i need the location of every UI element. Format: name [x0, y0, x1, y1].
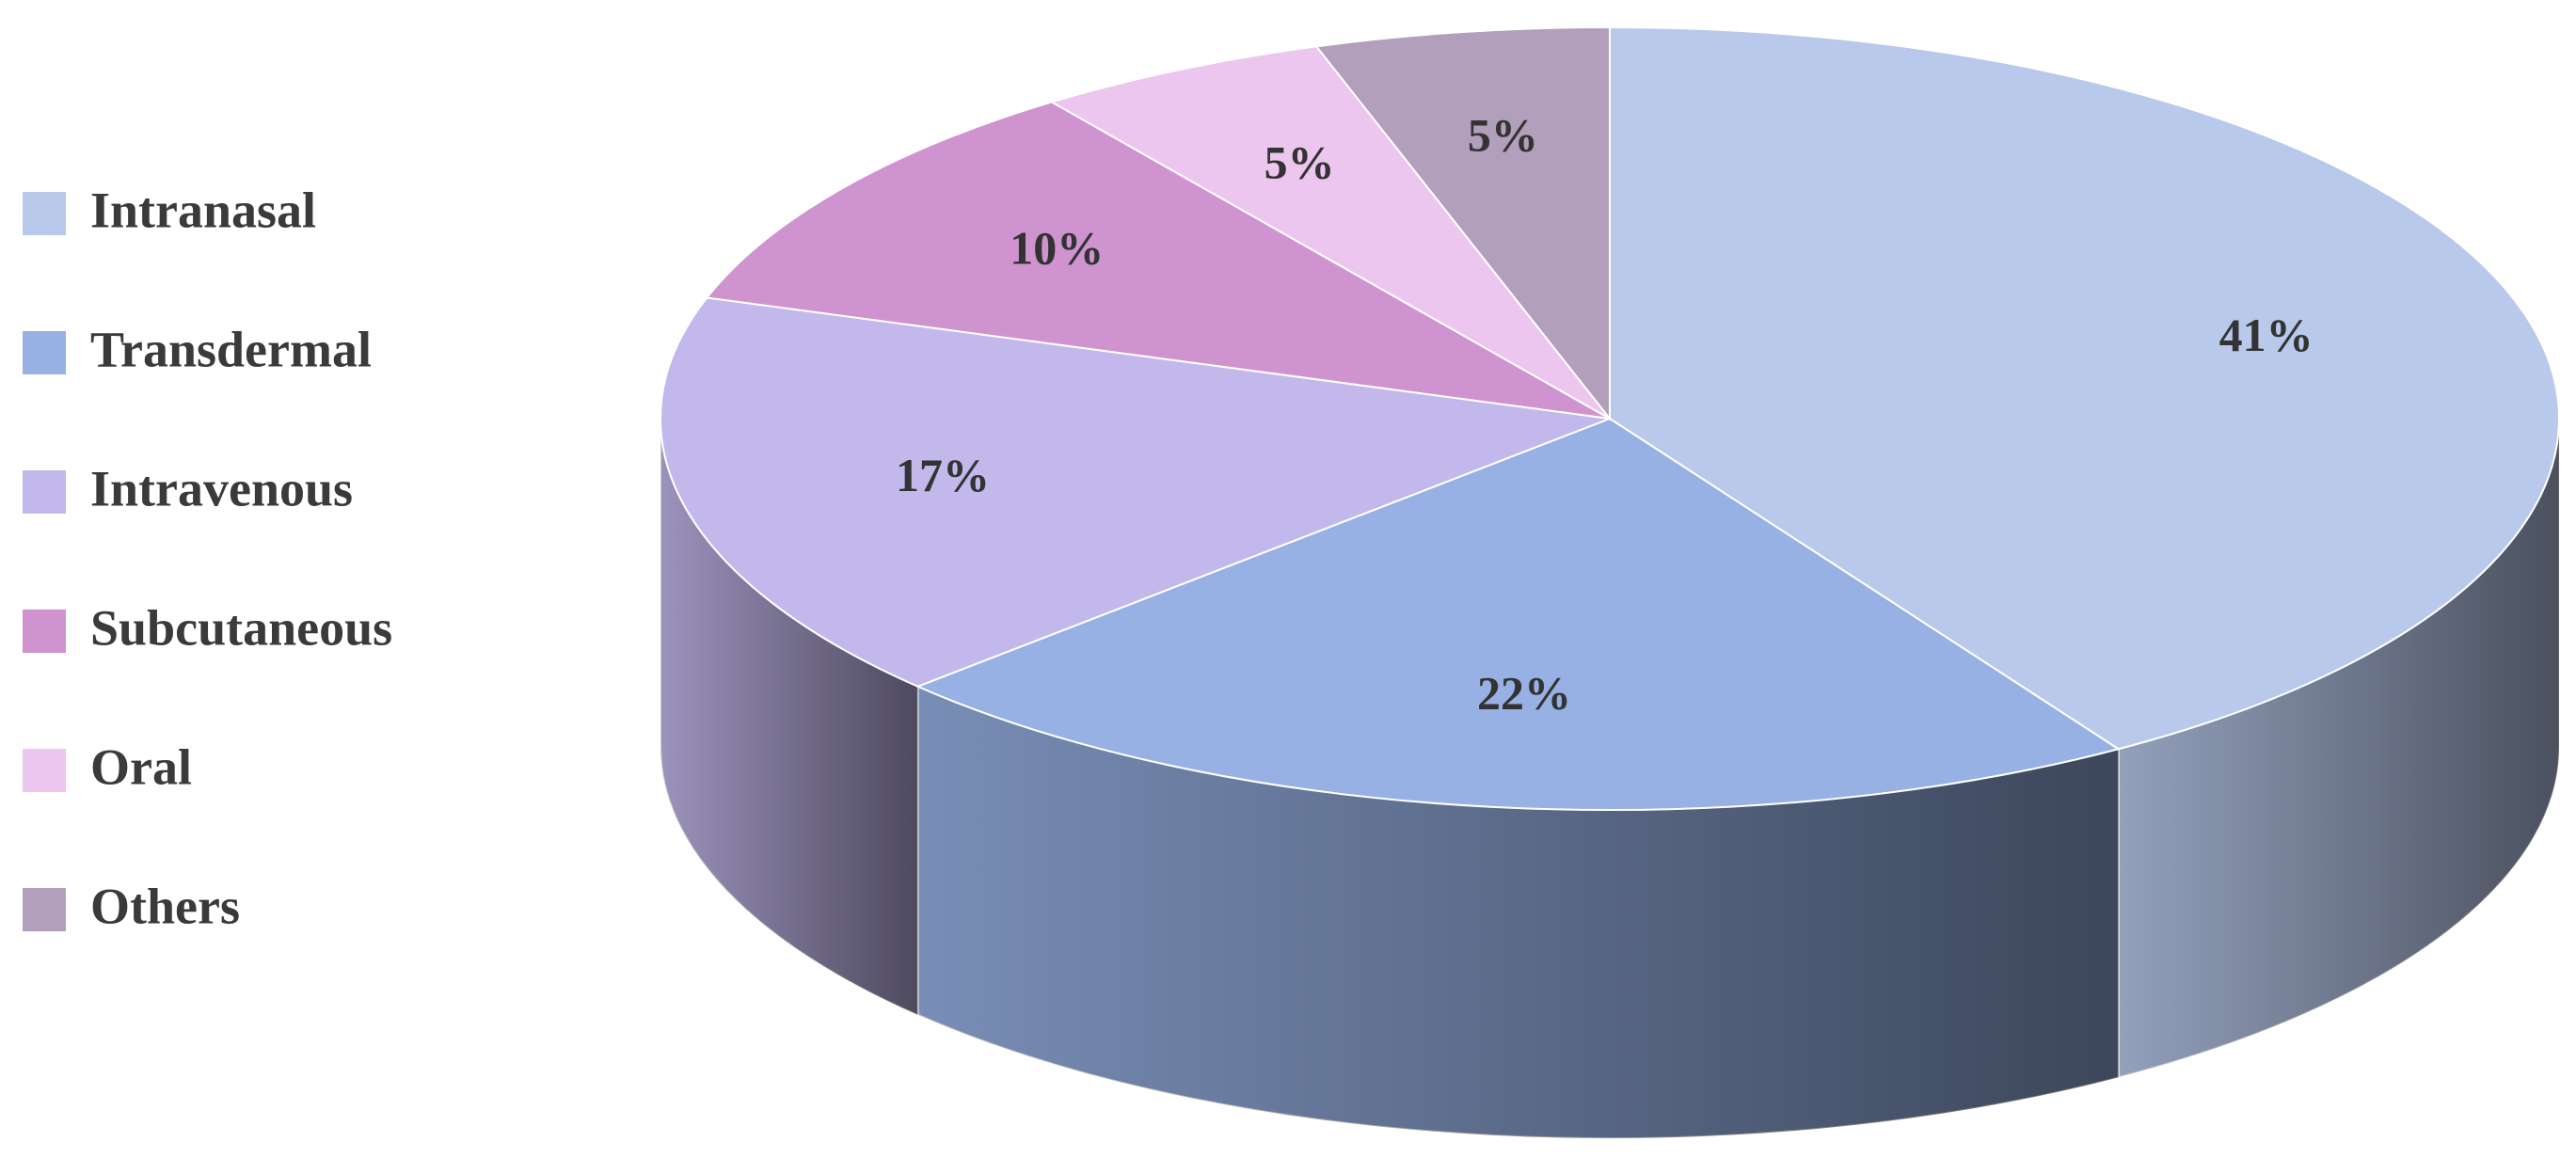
- side-shade: [2118, 419, 2559, 1078]
- side-shade: [917, 686, 2119, 1138]
- data-label: 17%: [896, 449, 990, 501]
- data-label: 10%: [1010, 221, 1104, 274]
- pie-slice: [914, 417, 2122, 811]
- data-label: 22%: [1477, 667, 1571, 720]
- legend-swatch: [23, 610, 66, 653]
- legend-swatch: [23, 192, 66, 235]
- legend-label: Intravenous: [90, 460, 353, 516]
- legend-label: Oral: [90, 738, 192, 795]
- legend-swatch: [23, 749, 66, 792]
- legend: Intranasal Transdermal Intravenous Subcutan…: [23, 182, 392, 934]
- data-label: 5%: [1264, 136, 1335, 189]
- side-shade: [660, 419, 918, 1015]
- legend-swatch: [23, 331, 66, 374]
- pie-slice: [660, 296, 1611, 688]
- legend-label: Others: [90, 878, 240, 934]
- legend-label: Subcutaneous: [90, 599, 392, 656]
- data-labels: 41% 22% 17% 10% 5% 5%: [896, 109, 2314, 720]
- pie-slice: [1049, 45, 1611, 420]
- pie-slice: [1314, 25, 1611, 421]
- legend-swatch: [23, 888, 66, 931]
- data-label: 5%: [1468, 109, 1538, 162]
- pie-sides: [660, 418, 2560, 1139]
- pie-slice: [1609, 25, 2560, 751]
- legend-label: Intranasal: [90, 182, 316, 238]
- legend-label: Transdermal: [90, 321, 372, 377]
- legend-swatch: [23, 470, 66, 514]
- pie-tops: [660, 25, 2560, 811]
- data-label: 41%: [2219, 309, 2314, 361]
- pie-slice: [705, 101, 1611, 420]
